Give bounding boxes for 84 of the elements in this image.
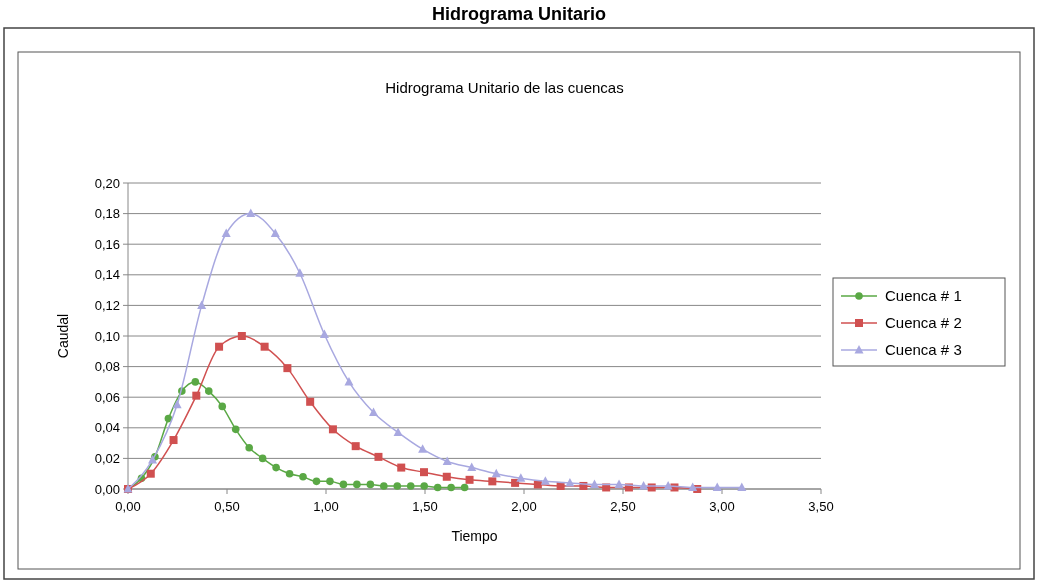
point bbox=[270, 228, 280, 237]
point bbox=[258, 454, 267, 463]
chart-title: Hidrograma Unitario bbox=[431, 4, 607, 24]
legend-label: Cuenca # 1 bbox=[885, 287, 962, 305]
x-tick-label: 2,00 bbox=[511, 499, 537, 514]
point bbox=[442, 472, 451, 481]
point bbox=[614, 479, 624, 488]
point bbox=[339, 480, 348, 489]
point bbox=[688, 482, 698, 491]
y-tick-label: 0,00 bbox=[94, 481, 120, 497]
legend-label: Cuenca # 2 bbox=[885, 314, 962, 332]
point bbox=[737, 482, 747, 491]
point bbox=[283, 364, 292, 373]
point bbox=[197, 300, 207, 309]
point bbox=[246, 208, 256, 218]
x-tick-label: 0,00 bbox=[115, 499, 141, 514]
point bbox=[467, 462, 477, 472]
point bbox=[488, 477, 497, 486]
point bbox=[374, 452, 383, 461]
x-tick-label: 3,00 bbox=[709, 499, 735, 514]
point bbox=[420, 482, 429, 490]
point bbox=[353, 480, 361, 489]
point bbox=[369, 407, 379, 416]
point bbox=[299, 472, 307, 481]
point bbox=[447, 483, 455, 492]
point bbox=[146, 469, 155, 478]
x-tick-label: 3,50 bbox=[808, 499, 834, 514]
y-tick-label: 0,20 bbox=[94, 175, 120, 191]
y-tick-label: 0,14 bbox=[94, 267, 120, 283]
point bbox=[397, 463, 406, 472]
point bbox=[272, 463, 280, 472]
point bbox=[491, 468, 501, 478]
point bbox=[164, 414, 173, 423]
y-tick-label: 0,02 bbox=[94, 450, 120, 466]
point bbox=[326, 477, 334, 486]
point bbox=[169, 436, 178, 445]
point bbox=[218, 402, 227, 411]
point bbox=[328, 425, 337, 434]
y-tick-label: 0,08 bbox=[94, 359, 120, 375]
point bbox=[442, 456, 452, 465]
point bbox=[306, 397, 315, 406]
point bbox=[393, 427, 403, 436]
point bbox=[465, 475, 474, 484]
x-tick-label: 0,50 bbox=[214, 499, 240, 514]
x-tick-label: 1,50 bbox=[412, 499, 438, 514]
point bbox=[516, 473, 526, 482]
point bbox=[221, 228, 231, 237]
point bbox=[418, 444, 428, 453]
point bbox=[191, 378, 200, 386]
y-tick-label: 0,16 bbox=[94, 236, 120, 252]
point bbox=[366, 480, 375, 489]
point bbox=[589, 479, 599, 488]
point bbox=[351, 442, 360, 451]
point bbox=[511, 478, 520, 487]
y-axis-title: Caudal bbox=[55, 313, 71, 359]
point bbox=[540, 476, 550, 485]
point bbox=[393, 482, 402, 490]
x-axis-title: Tiempo bbox=[451, 528, 498, 544]
point bbox=[295, 268, 305, 277]
point bbox=[285, 469, 294, 478]
point bbox=[380, 482, 388, 490]
point bbox=[433, 483, 442, 492]
y-tick-label: 0,10 bbox=[94, 328, 120, 344]
point bbox=[231, 425, 240, 434]
x-tick-label: 2,50 bbox=[610, 499, 636, 514]
point bbox=[406, 482, 415, 490]
y-tick-label: 0,04 bbox=[94, 420, 120, 436]
point bbox=[319, 329, 329, 338]
point bbox=[460, 483, 469, 492]
y-tick-label: 0,18 bbox=[94, 206, 120, 222]
x-tick-label: 1,00 bbox=[313, 499, 339, 514]
point bbox=[204, 387, 213, 395]
point bbox=[215, 342, 224, 351]
point bbox=[712, 482, 722, 491]
y-tick-label: 0,06 bbox=[94, 389, 120, 405]
point bbox=[237, 332, 246, 340]
point bbox=[420, 468, 429, 477]
point bbox=[312, 477, 321, 486]
point bbox=[260, 342, 269, 351]
point bbox=[245, 443, 253, 452]
legend-label: Cuenca # 3 bbox=[885, 341, 962, 359]
chart-subtitle: Hidrograma Unitario de las cuencas bbox=[385, 79, 624, 96]
y-tick-label: 0,12 bbox=[94, 297, 120, 313]
point bbox=[192, 391, 201, 400]
